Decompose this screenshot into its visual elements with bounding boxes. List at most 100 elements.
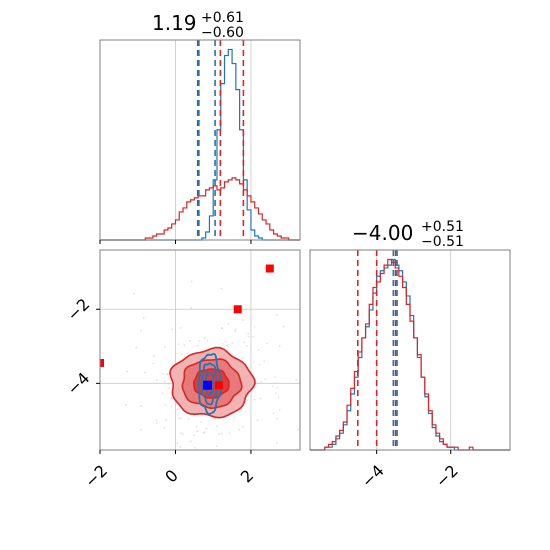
- joint-scatter-point: [253, 398, 256, 401]
- joint-scatter-point: [139, 329, 142, 332]
- joint-x-tick-label: 2: [237, 466, 258, 487]
- joint-scatter-point: [297, 428, 299, 431]
- joint-scatter-point: [234, 329, 237, 331]
- joint-scatter-point: [171, 397, 174, 400]
- joint-scatter-point: [179, 326, 182, 329]
- joint-scatter-point: [271, 385, 274, 388]
- joint-scatter-point: [166, 373, 169, 376]
- joint-scatter-point: [252, 335, 255, 338]
- joint-scatter-point: [179, 446, 182, 448]
- joint-scatter-point: [241, 313, 244, 315]
- joint-scatter-point: [193, 434, 196, 437]
- joint-scatter-point: [195, 425, 198, 428]
- joint-scatter-point: [243, 341, 246, 344]
- joint-scatter-point: [216, 425, 219, 428]
- joint-scatter-point: [180, 417, 183, 420]
- joint-scatter-point: [253, 325, 256, 328]
- joint-scatter-point: [181, 433, 184, 436]
- joint-frame: [99, 249, 301, 451]
- joint-scatter-point: [180, 432, 182, 435]
- joint-scatter-point: [206, 339, 209, 342]
- marginal-x-title-lower: −0.60: [201, 25, 244, 41]
- joint-scatter-point: [278, 409, 281, 411]
- marginal-x-background: [100, 40, 300, 240]
- joint-red-square-marker: [265, 264, 274, 273]
- joint-scatter-point: [196, 430, 199, 433]
- joint-scatter-point: [303, 341, 305, 343]
- marginal-x-histogram-red: [100, 177, 300, 241]
- marginal-y-background: [310, 250, 510, 450]
- joint-blue-contour-level: [200, 362, 218, 406]
- joint-scatter-point: [193, 414, 196, 417]
- joint-scatter-point: [220, 432, 223, 435]
- joint-scatter-point: [241, 356, 244, 359]
- joint-scatter-point: [178, 408, 181, 410]
- joint-scatter-point: [205, 427, 208, 430]
- joint-scatter-point: [275, 455, 277, 457]
- joint-scatter-point: [259, 380, 262, 383]
- marginal-y-frame: [309, 249, 511, 451]
- joint-x-tick-label: 0: [161, 466, 182, 487]
- marginal-y-tick-label: −2: [432, 461, 462, 491]
- joint-scatter-point: [190, 306, 192, 309]
- joint-scatter-point: [199, 421, 202, 424]
- joint-scatter-point: [155, 422, 158, 425]
- joint-scatter-point: [220, 287, 223, 290]
- joint-scatter-point: [274, 392, 277, 395]
- joint-blue-square-marker: [203, 380, 213, 390]
- marginal-x-ticks: [99, 240, 252, 244]
- joint-scatter-point: [189, 440, 192, 443]
- joint-scatter-point: [215, 445, 218, 448]
- joint-scatter-point: [176, 408, 179, 411]
- joint-scatter-point: [194, 446, 197, 449]
- joint-scatter-point: [183, 344, 186, 347]
- marginal-x-title-upper: +0.61: [201, 10, 244, 26]
- joint-red-square-marker: [100, 358, 104, 367]
- joint-scatter-point: [139, 428, 142, 431]
- joint-scatter-point: [245, 345, 248, 347]
- marginal-y-title-lower: −0.51: [421, 234, 464, 250]
- joint-scatter-point: [168, 382, 170, 385]
- joint-scatter-point: [241, 425, 244, 428]
- joint-scatter-point: [177, 343, 180, 346]
- joint-scatter-point: [202, 432, 205, 435]
- marginal-x-grid: [175, 40, 252, 240]
- joint-scatter-point: [278, 345, 281, 348]
- joint-scatter-point: [227, 322, 230, 325]
- marginal-x-title-value: 1.19: [152, 11, 197, 35]
- marginal-x-quantile-lines: [196, 40, 245, 240]
- joint-background: [100, 250, 300, 450]
- joint-content: [100, 264, 305, 492]
- joint-scatter-point: [198, 339, 201, 342]
- joint-scatter-point: [189, 340, 192, 343]
- joint-scatter-point: [276, 417, 279, 420]
- joint-scatter-point: [133, 292, 136, 295]
- joint-scatter-point: [142, 317, 145, 319]
- joint-scatter-point: [256, 381, 258, 384]
- joint-scatter-point: [263, 360, 266, 363]
- joint-scatter-point: [185, 458, 187, 460]
- joint-scatter-point: [257, 349, 260, 351]
- joint-scatter-point: [171, 328, 174, 331]
- joint-scatter-point: [187, 418, 190, 420]
- joint-scatter-point: [165, 418, 167, 421]
- joint-scatter-point: [203, 337, 206, 339]
- joint-scatter-point: [259, 397, 262, 400]
- joint-grid: [100, 250, 300, 450]
- joint-scatter-point: [272, 412, 275, 415]
- joint-scatter-point: [278, 455, 280, 457]
- joint-scatter-point: [126, 370, 128, 373]
- joint-scatter-point: [140, 405, 143, 408]
- joint-scatter-point: [224, 340, 227, 343]
- joint-scatter-point: [109, 490, 111, 492]
- joint-scatter-point: [176, 441, 179, 444]
- marginal-y-title-value: −4.00: [352, 221, 413, 245]
- marginal-x-panel: 1.19 +0.61 −0.60: [99, 10, 301, 244]
- joint-scatter-point: [277, 396, 280, 399]
- joint-scatter-point: [238, 428, 241, 431]
- joint-scatter-point: [265, 342, 268, 345]
- joint-scatter-point: [164, 403, 167, 406]
- joint-scatter-point: [228, 432, 231, 435]
- joint-y-tick-label: −4: [63, 369, 93, 399]
- joint-scatter-point: [163, 380, 166, 383]
